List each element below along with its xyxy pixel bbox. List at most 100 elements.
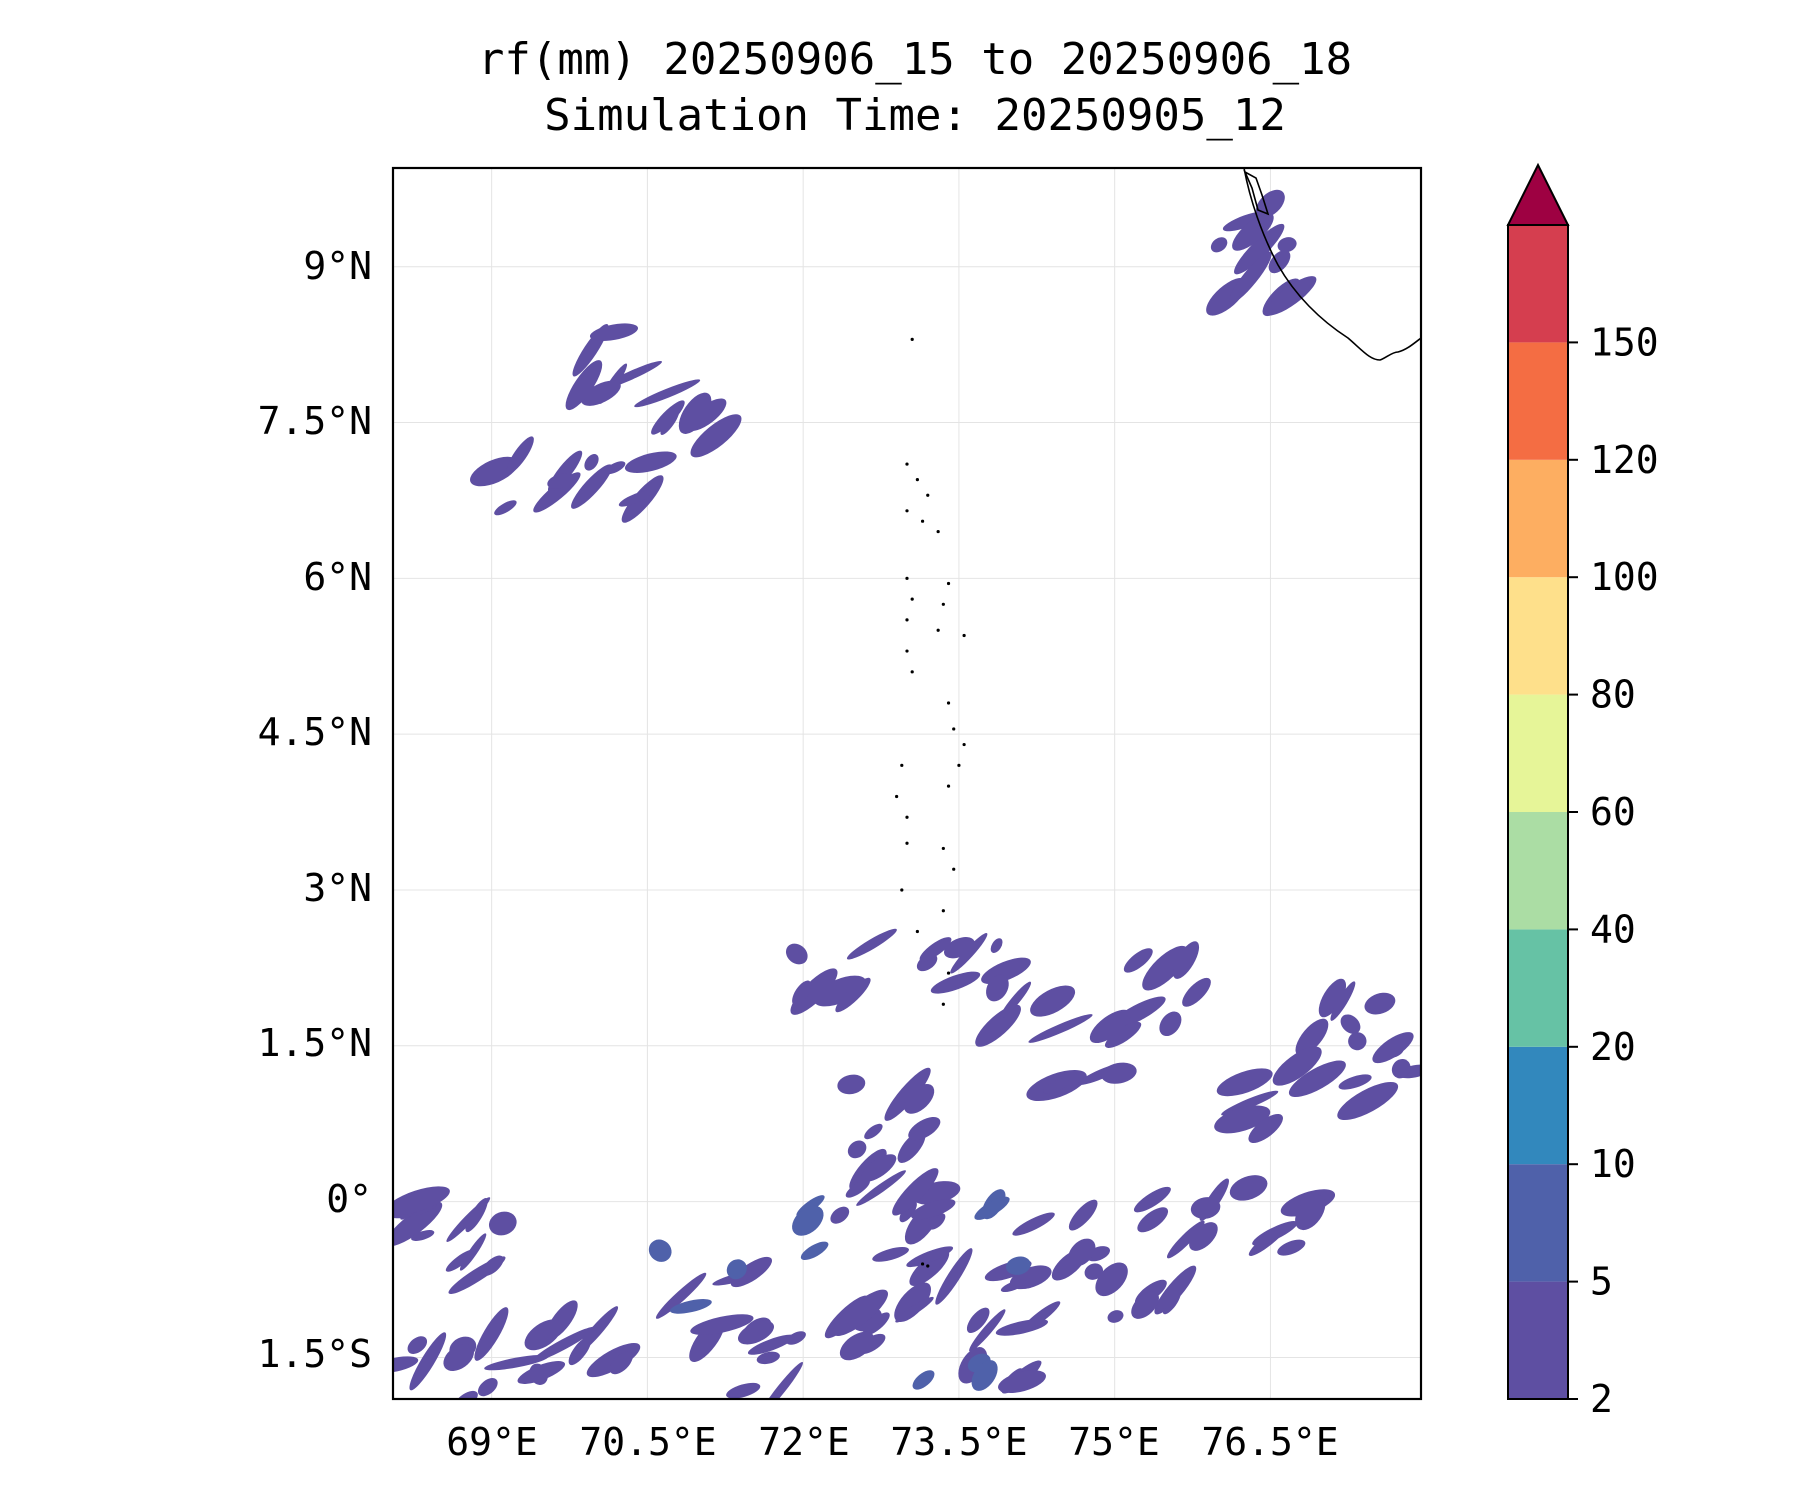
rain-contour-blob <box>1101 1062 1137 1084</box>
colorbar-tick-label: 5 <box>1590 1260 1613 1304</box>
rain-contour-blob <box>1043 1078 1069 1094</box>
rain-contour-blob <box>861 1154 897 1182</box>
rain-contour-blob <box>1021 1301 1061 1332</box>
rain-contour-blob <box>1340 1014 1361 1034</box>
rain-contour-blob <box>1084 1263 1104 1280</box>
colorbar-tick-label: 150 <box>1590 320 1659 364</box>
rain-contour-blob <box>974 1196 1010 1220</box>
rain-contour-blob <box>1372 1032 1414 1064</box>
island-dot <box>946 581 951 586</box>
rain-contour-blob <box>856 1170 906 1206</box>
rain-contour-blob <box>1391 1059 1411 1079</box>
island-dot <box>910 337 914 342</box>
island-dot <box>957 763 961 767</box>
rain-contour-blob <box>565 360 603 411</box>
chart-title: rf(mm) 20250906_15 to 20250906_18 <box>478 34 1352 85</box>
colorbar-band <box>1508 1046 1568 1165</box>
rain-contour-blob <box>832 1289 889 1336</box>
rain-contour-blob <box>1095 1262 1128 1297</box>
maldives-islands <box>895 337 966 1268</box>
rain-contour-blob <box>908 1116 941 1141</box>
rain-contour-blob <box>651 400 685 435</box>
island-dot <box>905 649 909 653</box>
rain-contour-blob <box>1006 1256 1031 1275</box>
rain-contour-blob <box>747 1334 796 1355</box>
rain-contour-blob <box>1330 981 1356 1021</box>
rain-contour-blob <box>1028 1014 1093 1043</box>
island-dot <box>941 602 945 606</box>
y-axis: 9°N 7.5°N 6°N 4.5°N 3°N 1.5°N 0° 1.5°S <box>258 244 372 1376</box>
island-dot <box>915 929 919 934</box>
rainfall-contours <box>393 189 1421 1399</box>
rain-contour-blob <box>581 380 621 406</box>
rain-contour-blob <box>864 1123 883 1140</box>
rain-contour-blob <box>785 943 808 965</box>
rain-contour-blob <box>726 1382 761 1399</box>
rain-contour-blob <box>1272 1046 1322 1086</box>
island-dot <box>905 509 909 513</box>
rain-contour-blob <box>930 971 981 994</box>
island-outline <box>1243 170 1270 216</box>
rain-contour-blob <box>737 1320 775 1345</box>
rain-contour-blob <box>786 1331 806 1345</box>
rain-contour-blob <box>443 1344 474 1371</box>
rain-contour-blob <box>1348 1032 1367 1051</box>
rain-contour-blob <box>584 454 599 471</box>
colorbar-tick-label: 120 <box>1590 438 1659 482</box>
rain-contour-blob <box>660 409 680 435</box>
colorbar-band <box>1508 459 1568 578</box>
colorbar-tick-label: 20 <box>1590 1025 1636 1069</box>
rain-contour-blob <box>481 1255 504 1276</box>
island-dot <box>941 909 945 913</box>
rain-contour-blob <box>624 451 677 473</box>
rain-contour-blob <box>1265 276 1317 316</box>
colorbar-band <box>1508 929 1568 1047</box>
rain-contour-blob <box>1216 1068 1273 1097</box>
x-tick-label: 76.5°E <box>1201 1420 1338 1464</box>
rain-contour-blob <box>1131 1291 1159 1319</box>
rain-contour-blob <box>655 1272 707 1319</box>
rain-contour-blob <box>455 1390 478 1399</box>
rain-contour-blob <box>648 1239 672 1262</box>
rain-contour-blob <box>1133 1186 1171 1213</box>
rain-contour-blob <box>906 1246 954 1268</box>
colorbar-tick-label: 80 <box>1590 673 1636 717</box>
rain-contour-blob <box>393 1201 443 1247</box>
rain-contour-blob <box>1199 1178 1229 1221</box>
rain-contour-blob <box>909 1249 950 1286</box>
rain-contour-blob <box>524 1319 563 1351</box>
rain-contour-blob <box>393 1186 450 1216</box>
colorbar: 2 5 10 20 40 60 80 100 120 150 <box>1506 162 1659 1421</box>
rain-contour-blob <box>573 1306 619 1357</box>
rain-contour-blob <box>1068 1199 1098 1231</box>
rain-contour-blob <box>1277 1239 1306 1256</box>
rain-contour-blob <box>1162 1290 1181 1315</box>
island-dot <box>936 628 940 632</box>
colorbar-tick-label: 2 <box>1590 1377 1613 1421</box>
rain-contour-blob <box>990 938 1003 953</box>
rain-contour-blob <box>800 1241 829 1260</box>
island-dot <box>905 815 909 819</box>
island-dot <box>926 1264 930 1268</box>
colorbar-band <box>1508 1164 1568 1282</box>
rain-contour-blob <box>759 1361 803 1399</box>
rain-contour-blob <box>1189 1222 1218 1251</box>
rain-contour-blob <box>1182 977 1211 1007</box>
x-tick-label: 72°E <box>758 1420 850 1464</box>
rain-contour-blob <box>912 1370 935 1390</box>
rain-contour-blob <box>634 379 701 408</box>
island-dot <box>905 841 909 845</box>
chart-subtitle: Simulation Time: 20250905_12 <box>544 90 1286 141</box>
rain-contour-blob <box>506 436 534 474</box>
rain-contour-blob <box>1234 223 1285 275</box>
rain-contour-blob <box>998 1370 1046 1393</box>
rain-contour-blob <box>903 1084 935 1114</box>
rain-contour-blob <box>892 1168 939 1216</box>
rain-contour-blob <box>846 928 897 960</box>
rain-contour-blob <box>935 1248 973 1305</box>
rain-contour-blob <box>1142 945 1188 991</box>
rain-contour-blob <box>1172 941 1200 979</box>
rain-contour-blob <box>895 1296 934 1323</box>
rain-contour-blob <box>966 1307 990 1334</box>
island-dot <box>936 529 940 534</box>
